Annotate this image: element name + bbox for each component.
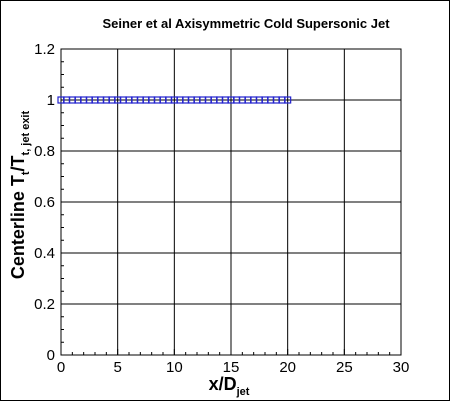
- y-axis-label-main: Centerline T: [8, 175, 28, 279]
- y-tick-label: 1.2: [34, 41, 55, 58]
- x-tick-labels: 0 5 10 15 20 25 30: [57, 359, 410, 376]
- x-axis-label-main: x/D: [209, 374, 237, 394]
- x-tick-label: 30: [393, 359, 410, 376]
- data-series: [57, 96, 292, 104]
- y-tick-labels: 0 0.2 0.4 0.6 0.8 1 1.2: [34, 41, 55, 364]
- y-axis-label-sub1: t: [20, 171, 32, 175]
- y-tick-label: 0.8: [34, 143, 55, 160]
- grid: [61, 49, 401, 355]
- x-axis-label: x/Djet: [209, 374, 250, 398]
- x-tick-label: 10: [166, 359, 183, 376]
- data-point: [284, 96, 292, 104]
- y-tick-label: 0.2: [34, 296, 55, 313]
- y-tick-label: 0.6: [34, 194, 55, 211]
- y-axis-label-mid: /T: [8, 155, 28, 171]
- y-tick-label: 0.4: [34, 245, 55, 262]
- y-tick-label: 0: [47, 347, 55, 364]
- x-tick-label: 20: [279, 359, 296, 376]
- x-tick-label: 25: [336, 359, 353, 376]
- x-tick-label: 5: [113, 359, 121, 376]
- y-axis-label-sub2: t, jet exit: [20, 111, 32, 156]
- plot-area: [60, 48, 402, 356]
- chart-title: Seiner et al Axisymmetric Cold Supersoni…: [102, 16, 390, 31]
- x-tick-label: 0: [57, 359, 65, 376]
- x-tick-label: 15: [223, 359, 240, 376]
- y-axis-label: Centerline Tt/Tt, jet exit: [8, 111, 32, 280]
- y-tick-label: 1: [47, 92, 55, 109]
- x-axis-label-sub: jet: [236, 386, 250, 398]
